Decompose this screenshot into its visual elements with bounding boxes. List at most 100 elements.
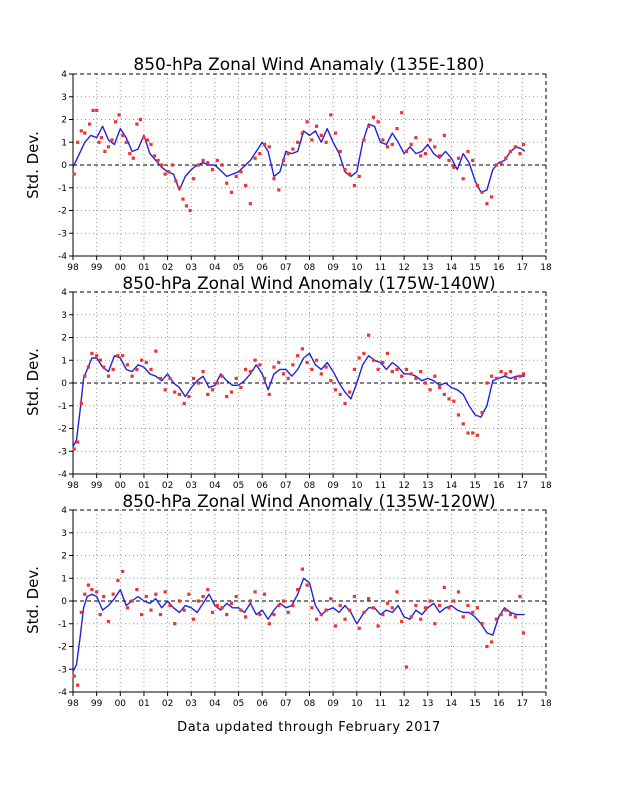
data-point	[95, 590, 99, 594]
data-point	[428, 599, 432, 603]
data-point	[95, 354, 99, 358]
data-point	[329, 113, 333, 117]
data-point	[371, 115, 375, 119]
data-point	[433, 145, 437, 149]
data-point	[521, 142, 526, 147]
y-axis-label: Std. Dev.	[24, 131, 42, 199]
data-point	[357, 174, 361, 178]
data-point	[518, 594, 522, 599]
y-tick-label: 1	[61, 138, 67, 148]
panel-title: 850-hPa Zonal Wind Anamaly (135E-180)	[133, 55, 484, 75]
y-tick-label: -4	[58, 252, 67, 262]
data-point	[404, 367, 409, 371]
data-point	[149, 367, 153, 371]
x-tick-label: 04	[209, 699, 221, 709]
data-point	[177, 186, 181, 190]
data-point	[263, 592, 267, 596]
data-point	[106, 145, 111, 149]
x-tick-label: 01	[138, 481, 149, 491]
data-point	[206, 588, 210, 592]
data-point	[357, 356, 361, 360]
data-point	[281, 599, 286, 603]
data-point	[348, 172, 352, 176]
data-point	[300, 347, 304, 351]
data-point	[144, 594, 148, 599]
x-tick-label: 10	[351, 263, 363, 273]
data-point	[98, 358, 102, 362]
data-point	[173, 390, 177, 394]
data-point	[76, 140, 80, 144]
x-tick-label: 11	[375, 481, 386, 491]
data-point	[362, 138, 366, 142]
data-point	[140, 613, 144, 617]
data-point	[220, 606, 224, 610]
data-point	[333, 131, 338, 135]
data-point	[513, 145, 517, 149]
data-point	[504, 608, 508, 612]
x-tick-label: 10	[351, 699, 363, 709]
data-point	[305, 120, 309, 124]
data-point	[296, 354, 300, 358]
panel-title: 850-hPa Zonal Wind Anomaly (135W-120W)	[122, 492, 495, 512]
x-tick-label: 03	[186, 699, 197, 709]
data-point	[300, 567, 304, 571]
smoothed-line	[72, 352, 525, 448]
footer-note: Data updated through February 2017	[177, 720, 441, 735]
data-point	[79, 129, 83, 133]
data-point	[90, 351, 94, 355]
data-point	[490, 374, 494, 378]
data-point	[210, 610, 215, 614]
data-point	[362, 610, 366, 614]
data-point	[324, 140, 328, 144]
data-point	[253, 358, 257, 362]
x-tick-label: 05	[233, 481, 244, 491]
data-point	[376, 120, 380, 124]
data-point	[106, 619, 111, 624]
data-point	[140, 358, 144, 362]
data-point	[153, 154, 157, 158]
data-point	[206, 392, 210, 396]
data-point	[414, 376, 418, 380]
data-point	[518, 374, 522, 378]
x-tick-label: 09	[327, 699, 339, 709]
data-point	[215, 381, 219, 385]
data-point	[315, 358, 319, 362]
x-tick-label: 13	[422, 481, 433, 491]
data-point	[475, 433, 479, 437]
data-point	[352, 183, 356, 188]
data-point	[154, 592, 158, 596]
data-point	[442, 392, 446, 396]
data-point	[177, 392, 181, 396]
data-point	[220, 163, 224, 167]
data-point	[86, 583, 90, 587]
data-point	[305, 583, 309, 587]
data-point	[362, 351, 366, 355]
x-tick-label: 10	[351, 481, 363, 491]
smoothed-line	[72, 577, 525, 672]
data-point	[376, 624, 380, 628]
x-tick-label: 00	[115, 699, 127, 709]
data-point	[106, 374, 111, 378]
data-point	[395, 590, 399, 594]
data-point	[456, 413, 461, 417]
data-point	[86, 365, 90, 369]
data-point	[281, 158, 286, 162]
data-point	[225, 613, 229, 617]
data-point	[324, 365, 328, 369]
data-point	[253, 156, 257, 160]
x-tick-label: 03	[186, 263, 197, 273]
data-point	[128, 152, 132, 156]
data-point	[149, 142, 153, 147]
x-tick-label: 16	[493, 699, 505, 709]
data-point	[210, 388, 215, 392]
data-point	[248, 202, 252, 206]
data-point	[239, 385, 243, 390]
data-point	[163, 590, 167, 594]
data-point	[76, 683, 80, 687]
x-tick-label: 18	[540, 699, 552, 709]
x-tick-label: 11	[375, 699, 386, 709]
data-point	[187, 395, 191, 399]
x-tick-label: 15	[469, 263, 480, 273]
x-tick-label: 98	[67, 699, 79, 709]
data-point	[348, 390, 352, 394]
